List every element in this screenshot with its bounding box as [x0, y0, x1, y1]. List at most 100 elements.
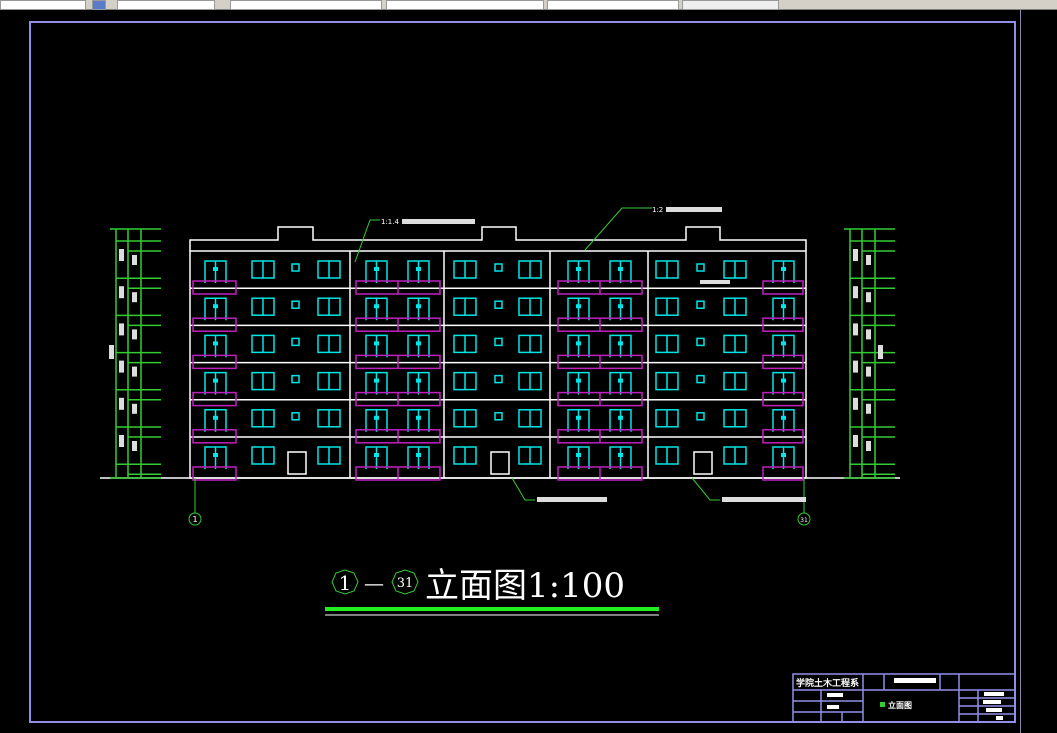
window: [251, 260, 275, 279]
axis-end-label: 31: [397, 576, 414, 591]
lineweight-dropdown[interactable]: [547, 0, 679, 10]
balcony: [557, 429, 643, 444]
color-dropdown[interactable]: [230, 0, 382, 10]
layer-icon[interactable]: [92, 0, 106, 10]
title-dash: —: [364, 571, 384, 595]
dimension-text: [853, 360, 858, 373]
balcony-door: [772, 446, 795, 469]
balcony-rail: [762, 317, 804, 332]
small-window: [494, 374, 503, 384]
dimension-text: [119, 435, 124, 447]
annotation-leader-2: 1:2: [652, 206, 663, 214]
balcony-door: [204, 371, 227, 395]
balcony-door: [204, 409, 227, 432]
small-window: [494, 263, 503, 272]
drawing-title: 1 — 31 立面图1:100: [325, 566, 659, 616]
title-underline: [325, 607, 659, 611]
door-handle: [618, 378, 623, 383]
dimension-text: [132, 292, 137, 303]
linetype-dropdown[interactable]: [386, 0, 544, 10]
balcony-door: [567, 446, 590, 469]
dimension-text: [132, 403, 137, 414]
balcony: [355, 429, 441, 444]
dimension-text: [866, 366, 871, 377]
balcony-door: [567, 260, 590, 283]
window: [317, 446, 341, 465]
balcony-door: [365, 297, 388, 321]
dimension-text: [866, 255, 871, 265]
window: [453, 334, 477, 354]
balcony-door: [609, 297, 632, 321]
dimension-text: [866, 441, 871, 451]
building-outline: [189, 250, 807, 479]
balcony: [192, 466, 237, 481]
toolbar-field[interactable]: [0, 0, 86, 10]
door-handle: [213, 378, 218, 383]
entrance-door: [287, 451, 307, 475]
balcony: [557, 280, 643, 295]
door-handle: [374, 415, 379, 420]
balcony-door: [567, 409, 590, 432]
balcony-rail: [192, 280, 237, 295]
balcony: [355, 354, 441, 370]
door-handle: [213, 304, 218, 309]
plotstyle-dropdown[interactable]: [682, 0, 779, 10]
entrance-door: [693, 451, 713, 475]
balcony: [762, 354, 804, 370]
window: [317, 371, 341, 391]
window: [251, 446, 275, 465]
window: [251, 409, 275, 428]
balcony-rail: [762, 391, 804, 407]
small-window: [494, 412, 503, 421]
toolbar-field[interactable]: [117, 0, 215, 10]
door-handle: [781, 378, 786, 383]
balcony: [762, 391, 804, 407]
door-handle: [618, 453, 623, 457]
balcony-door: [772, 409, 795, 432]
door-handle: [781, 453, 786, 457]
drawing-frame: [29, 21, 1016, 723]
window: [723, 260, 747, 279]
dimension-text: [119, 397, 124, 410]
dimension-text: [119, 360, 124, 373]
balcony-door: [407, 409, 430, 432]
window: [723, 297, 747, 316]
small-window: [696, 263, 705, 272]
door-handle: [781, 304, 786, 309]
door-handle: [416, 341, 421, 346]
dimension-text: [119, 249, 124, 261]
balcony: [355, 280, 441, 295]
dimension-text: [853, 397, 858, 410]
axis-bubble-start: [331, 569, 359, 595]
balcony: [557, 317, 643, 332]
annotations: 1:1.4 1:2: [354, 206, 806, 502]
axis-bubble-end: [391, 569, 419, 595]
door-handle: [374, 453, 379, 457]
balcony: [192, 280, 237, 295]
balcony-rail: [192, 317, 237, 332]
parapet: [189, 226, 807, 251]
dimension-lines: [109, 228, 895, 479]
balcony-door: [772, 260, 795, 283]
window: [251, 297, 275, 316]
door-handle: [576, 453, 581, 457]
axis-bubble-1: [188, 512, 202, 526]
balcony: [192, 354, 237, 370]
dimension-text: [866, 329, 871, 340]
overall-height-text: [109, 345, 114, 359]
door-handle: [576, 341, 581, 346]
toolbar: [0, 0, 1057, 10]
balcony-door: [407, 297, 430, 321]
balcony-rail: [192, 391, 237, 407]
door-handle: [374, 341, 379, 346]
balcony-door: [407, 334, 430, 358]
title-block-organization: 学院土木工程系: [796, 677, 859, 689]
balcony: [355, 391, 441, 407]
small-window: [291, 337, 300, 347]
balcony: [762, 280, 804, 295]
door-handle: [576, 415, 581, 420]
window: [518, 409, 542, 428]
door-handle: [618, 304, 623, 309]
balcony-door: [772, 297, 795, 321]
